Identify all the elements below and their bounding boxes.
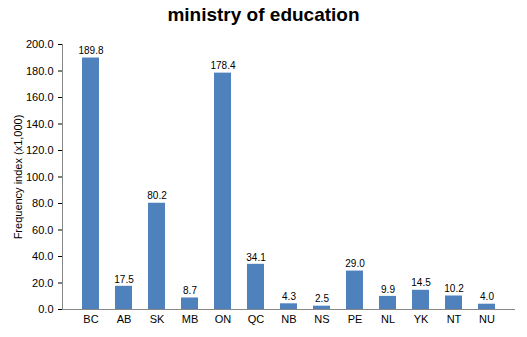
svg-text:29.0: 29.0 bbox=[345, 258, 365, 269]
svg-text:189.8: 189.8 bbox=[78, 45, 103, 56]
svg-text:34.1: 34.1 bbox=[246, 252, 266, 263]
svg-text:140.0: 140.0 bbox=[26, 118, 54, 130]
svg-text:4.0: 4.0 bbox=[480, 291, 494, 302]
svg-text:YK: YK bbox=[414, 313, 429, 325]
svg-text:180.0: 180.0 bbox=[26, 65, 54, 77]
svg-text:9.9: 9.9 bbox=[381, 284, 395, 295]
svg-text:NL: NL bbox=[381, 313, 395, 325]
svg-text:160.0: 160.0 bbox=[26, 91, 54, 103]
svg-text:PE: PE bbox=[348, 313, 363, 325]
html-text:ministry of education: ministry of education bbox=[167, 4, 360, 25]
svg-text:80.0: 80.0 bbox=[32, 197, 53, 209]
svg-text:NS: NS bbox=[314, 313, 329, 325]
svg-text:40.0: 40.0 bbox=[32, 250, 53, 262]
svg-text:178.4: 178.4 bbox=[210, 60, 235, 71]
svg-text:20.0: 20.0 bbox=[32, 277, 53, 289]
svg-text:ON: ON bbox=[215, 313, 232, 325]
svg-text:NU: NU bbox=[479, 313, 495, 325]
svg-text:MB: MB bbox=[182, 313, 199, 325]
svg-text:60.0: 60.0 bbox=[32, 224, 53, 236]
svg-text:2.5: 2.5 bbox=[315, 293, 329, 304]
svg-text:100.0: 100.0 bbox=[26, 171, 54, 183]
svg-text:8.7: 8.7 bbox=[183, 285, 197, 296]
svg-text:AB: AB bbox=[117, 313, 132, 325]
svg-text:200.0: 200.0 bbox=[26, 38, 54, 50]
svg-text:14.5: 14.5 bbox=[411, 277, 431, 288]
svg-text:NT: NT bbox=[447, 313, 462, 325]
svg-text:10.2: 10.2 bbox=[444, 283, 464, 294]
svg-text:Frequency index (x1,000): Frequency index (x1,000) bbox=[12, 115, 24, 240]
svg-text:QC: QC bbox=[248, 313, 265, 325]
svg-text:80.2: 80.2 bbox=[147, 190, 167, 201]
svg-text:NB: NB bbox=[281, 313, 296, 325]
svg-text:120.0: 120.0 bbox=[26, 144, 54, 156]
svg-text:BC: BC bbox=[83, 313, 98, 325]
svg-text:0.0: 0.0 bbox=[38, 303, 53, 315]
svg-text:4.3: 4.3 bbox=[282, 291, 296, 302]
svg-text:17.5: 17.5 bbox=[114, 274, 134, 285]
svg-text:SK: SK bbox=[150, 313, 165, 325]
